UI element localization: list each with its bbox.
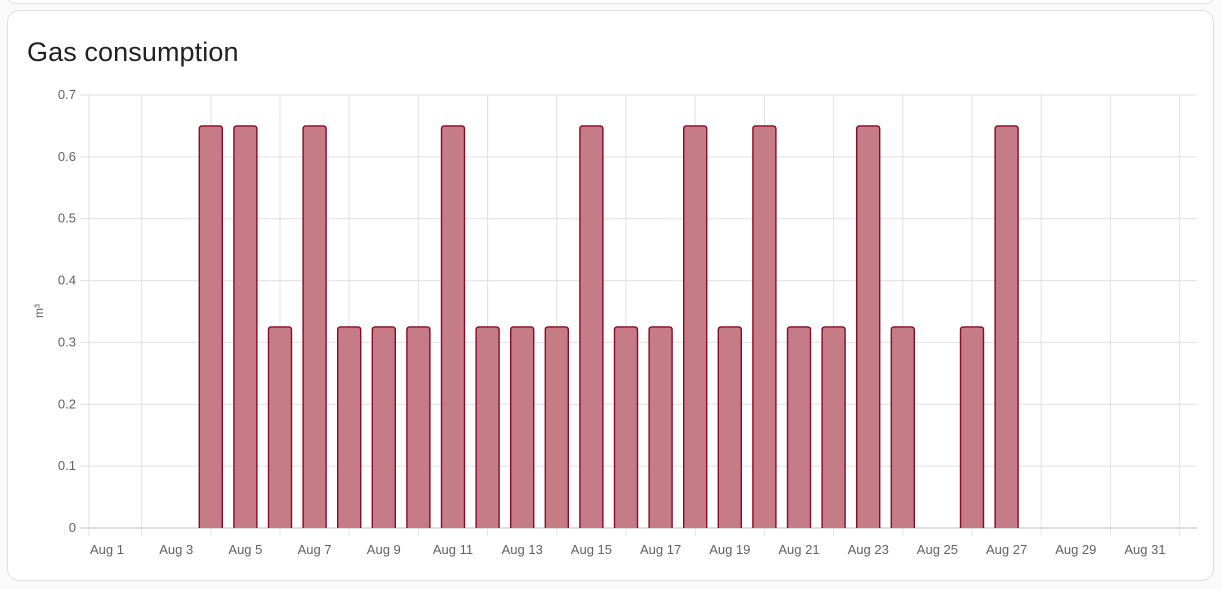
bar — [994, 125, 1019, 528]
bar — [613, 326, 639, 528]
bar — [337, 326, 362, 528]
x-tick-label: Aug 3 — [159, 542, 193, 557]
x-tick-label: Aug 15 — [571, 542, 612, 557]
y-tick-label: 0.7 — [58, 87, 76, 102]
x-tick-label: Aug 13 — [502, 542, 543, 557]
x-tick-label: Aug 9 — [367, 542, 401, 557]
bar — [648, 326, 673, 528]
x-tick-label: Aug 27 — [986, 542, 1027, 557]
bar — [510, 326, 535, 528]
y-tick-label: 0.2 — [58, 396, 76, 411]
bar — [959, 326, 985, 528]
y-tick-label: 0.1 — [58, 458, 76, 473]
x-tick-label: Aug 1 — [90, 542, 124, 557]
bar — [198, 125, 223, 528]
bar — [890, 326, 915, 528]
bar — [371, 326, 396, 528]
y-tick-label: 0.6 — [58, 149, 76, 164]
bar — [302, 125, 327, 528]
bar — [752, 125, 777, 528]
y-axis-ticks: 0 0.1 0.2 0.3 0.4 0.5 0.6 0.7 — [58, 87, 76, 535]
y-tick-label: 0 — [69, 520, 76, 535]
y-tick-label: 0.4 — [58, 273, 76, 288]
bars — [198, 125, 1019, 528]
y-tick-label: 0.5 — [58, 211, 76, 226]
bar — [683, 125, 708, 528]
bar — [856, 125, 881, 528]
x-tick-label: Aug 21 — [778, 542, 819, 557]
bar — [544, 326, 569, 528]
x-tick-label: Aug 11 — [433, 542, 473, 557]
y-axis-label: m³ — [32, 304, 46, 318]
x-tick-label: Aug 25 — [917, 542, 958, 557]
x-tick-label: Aug 23 — [848, 542, 889, 557]
x-tick-label: Aug 29 — [1055, 542, 1096, 557]
bar — [267, 326, 293, 528]
bar — [579, 125, 604, 528]
bar — [233, 125, 258, 528]
x-tick-label: Aug 17 — [640, 542, 681, 557]
y-tick-label: 0.3 — [58, 334, 76, 349]
bar — [786, 326, 812, 528]
x-tick-label: Aug 5 — [228, 542, 262, 557]
x-axis-ticks: Aug 1 Aug 3 Aug 5 Aug 7 Aug 9 Aug 11 Aug 13 Aug… — [90, 542, 1166, 557]
x-tick-label: Aug 7 — [298, 542, 332, 557]
card-title: Gas consumption — [27, 37, 239, 67]
x-tick-label: Aug 19 — [709, 542, 750, 557]
bar — [475, 326, 500, 528]
bar — [440, 125, 466, 528]
bar — [821, 326, 846, 528]
bar — [406, 326, 431, 528]
x-tick-label: Aug 31 — [1124, 542, 1165, 557]
bar — [717, 326, 742, 528]
